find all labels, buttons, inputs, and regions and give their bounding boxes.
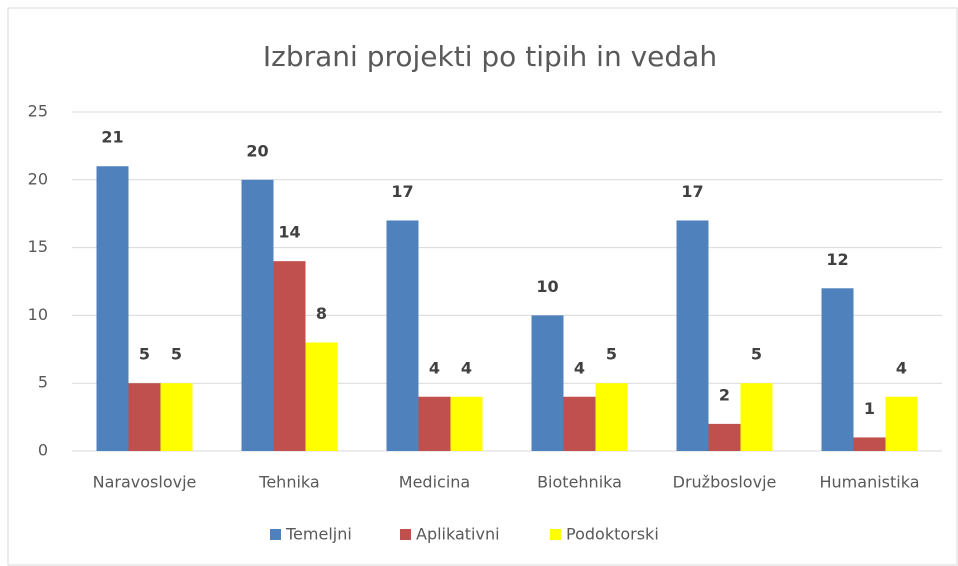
value-label: 12: [826, 250, 848, 269]
bar: [740, 383, 773, 451]
y-tick-label: 0: [38, 441, 48, 460]
bar: [450, 396, 483, 451]
chart-frame: [7, 7, 958, 566]
bar: [821, 288, 854, 451]
legend-swatch: [550, 529, 561, 540]
bar: [386, 220, 419, 451]
bar: [273, 261, 306, 451]
value-label: 14: [278, 223, 300, 242]
value-label: 5: [606, 345, 617, 364]
bar: [853, 437, 886, 451]
legend-swatch: [400, 529, 411, 540]
bar: [418, 396, 451, 451]
bar: [305, 342, 338, 451]
value-label: 17: [681, 182, 703, 201]
value-label: 5: [171, 345, 182, 364]
chart-title: Izbrani projekti po tipih in vedah: [263, 40, 717, 73]
legend-label: Temeljni: [285, 525, 352, 544]
bar: [563, 396, 596, 451]
value-label: 21: [101, 128, 123, 147]
y-tick-label: 15: [28, 237, 48, 256]
value-label: 4: [574, 358, 585, 377]
legend-label: Aplikativni: [416, 525, 500, 544]
x-tick-label: Družboslovje: [673, 473, 777, 492]
x-tick-label: Naravoslovje: [93, 473, 197, 492]
value-label: 10: [536, 277, 558, 296]
value-label: 5: [751, 345, 762, 364]
value-label: 4: [896, 358, 907, 377]
y-tick-label: 10: [28, 305, 48, 324]
bar: [128, 383, 161, 451]
x-tick-label: Humanistika: [820, 473, 920, 492]
y-tick-label: 5: [38, 373, 48, 392]
value-label: 20: [246, 141, 268, 160]
legend-swatch: [270, 529, 281, 540]
value-label: 17: [391, 182, 413, 201]
value-label: 5: [139, 345, 150, 364]
value-label: 1: [864, 399, 875, 418]
x-tick-label: Tehnika: [258, 473, 319, 492]
legend-label: Podoktorski: [566, 525, 659, 544]
bar: [676, 220, 709, 451]
bar: [595, 383, 628, 451]
y-tick-label: 25: [28, 102, 48, 121]
bar: [708, 423, 741, 451]
bar: [241, 179, 274, 452]
bar: [885, 396, 918, 451]
bar: [160, 383, 193, 451]
value-label: 4: [461, 358, 472, 377]
x-tick-label: Medicina: [399, 473, 470, 492]
value-label: 8: [316, 304, 327, 323]
value-label: 4: [429, 358, 440, 377]
bar: [531, 315, 564, 451]
x-tick-label: Biotehnika: [537, 473, 622, 492]
bar: [96, 166, 129, 452]
value-label: 2: [719, 385, 730, 404]
y-tick-label: 20: [28, 169, 48, 188]
